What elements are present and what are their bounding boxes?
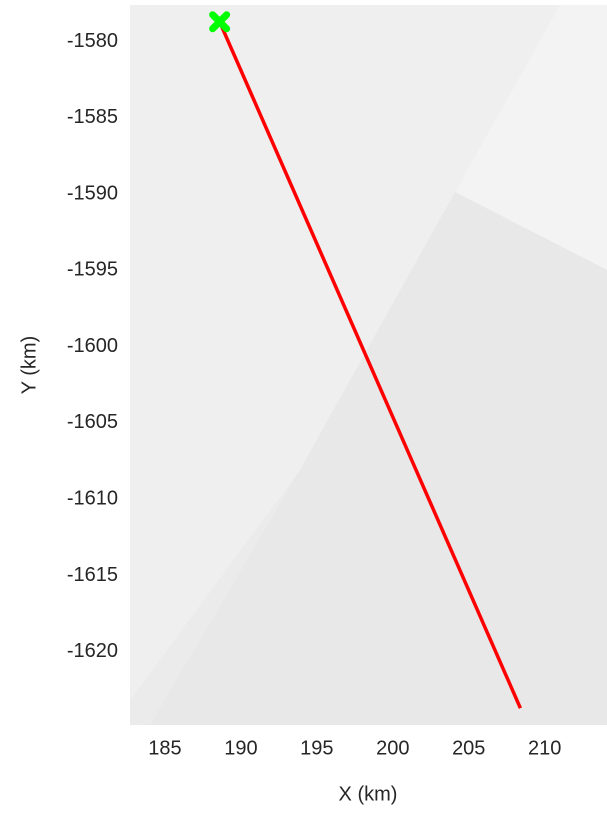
y-tick-label: -1610 [67,488,118,510]
y-tick-label: -1590 [67,182,118,204]
point-marker [213,15,227,29]
y-tick-label: -1585 [67,106,118,128]
y-axis-label: Y (km) [18,336,40,395]
x-tick-label: 200 [376,737,409,759]
chart: X (km) Y (km) 185 190 195 200 205 210 -1580 -15… [0,0,607,815]
y-tick-label: -1580 [67,30,118,52]
y-tick-label: -1595 [67,259,118,281]
x-tick-label: 185 [148,737,181,759]
y-tick-label: -1600 [67,335,118,357]
y-tick-label: -1620 [67,640,118,662]
y-tick-label: -1615 [67,564,118,586]
x-tick-label: 195 [300,737,333,759]
x-axis-label: X (km) [339,783,398,805]
x-tick-label: 190 [224,737,257,759]
y-tick-label: -1605 [67,411,118,433]
x-tick-label: 205 [452,737,485,759]
x-tick-label: 210 [528,737,561,759]
page: X (km) Y (km) 185 190 195 200 205 210 -1580 -15… [0,0,607,815]
